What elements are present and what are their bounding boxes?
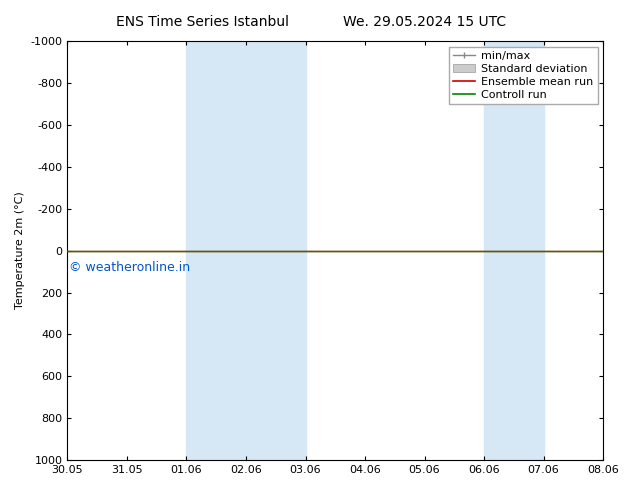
Bar [186,41,306,460]
Bar [484,41,543,460]
Legend: min/max, Standard deviation, Ensemble mean run, Controll run: min/max, Standard deviation, Ensemble me… [449,47,598,104]
Y-axis label: Temperature 2m (°C): Temperature 2m (°C) [15,192,25,310]
Text: © weatheronline.in: © weatheronline.in [68,261,190,274]
Text: ENS Time Series Istanbul: ENS Time Series Istanbul [117,15,289,29]
Text: We. 29.05.2024 15 UTC: We. 29.05.2024 15 UTC [343,15,507,29]
